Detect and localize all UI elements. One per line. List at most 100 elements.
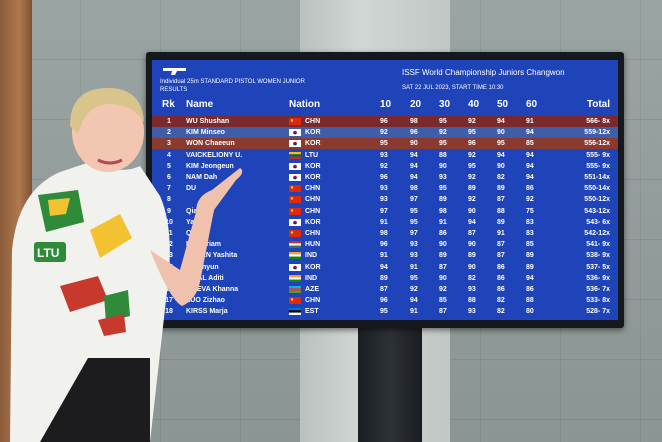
cell-s2: 95 [410, 274, 418, 282]
cell-s6: 89 [526, 263, 534, 271]
championship-title: ISSF World Championship Juniors Changwon [402, 68, 565, 77]
flag-ind-icon [289, 274, 301, 282]
cell-s3: 86 [439, 230, 447, 237]
cell-s4: 92 [468, 174, 476, 181]
cell-rank: 7 [167, 185, 171, 193]
cell-s1: 93 [380, 151, 388, 159]
cell-s3: 91 [439, 218, 447, 226]
cell-rank: 17 [165, 297, 173, 305]
flag-chn-icon [289, 297, 301, 305]
cell-total: 566- 8x [586, 118, 610, 125]
table-row: 3 WON Chaeeun KOR 95 90 95 96 95 85 556-12x [152, 138, 618, 150]
flag-chn-icon [289, 185, 301, 193]
cell-s3: 98 [439, 207, 447, 215]
cell-total: 537- 5x [586, 263, 610, 271]
cell-nation: KOR [305, 129, 321, 137]
flag-chn-icon [289, 196, 301, 204]
cell-s5: 94 [497, 151, 505, 159]
date-line: SAT 22 JUL 2023, START TIME 10:30 [402, 85, 504, 91]
cell-nation: AZE [305, 286, 319, 293]
cell-s2: 95 [410, 218, 418, 226]
cell-s3: 87 [439, 263, 447, 271]
cell-s1: 87 [380, 286, 388, 293]
header-name: Name [186, 99, 214, 110]
cell-rank: 8 [167, 196, 171, 204]
table-row: 5 KIM Jeongeun KOR 92 94 90 95 90 94 555- 9x [152, 161, 618, 172]
cell-s6: 89 [526, 252, 534, 260]
header-s5: 50 [497, 99, 509, 110]
cell-s6: 75 [526, 207, 534, 215]
flag-kor-icon [289, 162, 301, 170]
cell-s3: 93 [439, 174, 447, 181]
cell-s5: 90 [497, 162, 505, 170]
cell-s5: 87 [497, 241, 505, 249]
cell-s3: 92 [439, 286, 447, 293]
cell-name: KIM Minseo [186, 129, 225, 137]
cell-s2: 91 [410, 263, 418, 271]
cell-s1: 97 [380, 207, 388, 215]
cell-total: 536- 7x [586, 286, 610, 293]
header-s4: 40 [468, 99, 480, 110]
cell-s4: 87 [468, 230, 476, 237]
table-row: 17 LUO Zizhao CHN 96 94 85 88 82 88 533- 8x [152, 295, 618, 306]
cell-s2: 95 [410, 207, 418, 215]
cell-s1: 95 [380, 140, 388, 148]
results-screen: Individual 25m STANDARD PISTOL WOMEN JUN… [152, 60, 618, 320]
cell-s5: 91 [497, 230, 505, 237]
cell-rank: 3 [167, 140, 171, 148]
table-row: 8 CHN 93 97 89 92 87 92 550-12x [152, 194, 618, 205]
header-total: Total [586, 99, 610, 110]
cell-s2: 92 [410, 286, 418, 293]
table-row: 7 DU CHN 93 98 95 89 89 86 550-14x [152, 183, 618, 194]
header-s6: 60 [526, 99, 538, 110]
cell-nation: IND [305, 252, 318, 260]
cell-s1: 92 [380, 162, 388, 170]
cell-s4: 82 [468, 274, 476, 282]
cell-total: 541- 9x [586, 241, 610, 249]
cell-s3: 89 [439, 196, 447, 204]
cell-s1: 93 [380, 196, 388, 204]
cell-nation: KOR [305, 140, 321, 148]
cell-s6: 83 [526, 230, 534, 237]
header-nation: Nation [289, 99, 321, 110]
cell-s5: 87 [497, 196, 505, 204]
cell-name: DU [186, 185, 197, 193]
cell-rank: 6 [167, 174, 171, 181]
cell-s4: 96 [468, 140, 476, 148]
cell-s5: 95 [497, 140, 505, 148]
cell-s6: 94 [526, 151, 534, 159]
flag-chn-icon [289, 207, 301, 215]
cell-s2: 96 [410, 129, 418, 137]
cell-s1: 89 [380, 274, 388, 282]
cell-total: 550-12x [584, 196, 610, 204]
flag-chn-icon [289, 118, 301, 125]
cell-nation: KOR [305, 174, 321, 181]
cell-s6: 92 [526, 196, 534, 204]
cell-nation: CHN [305, 207, 321, 215]
cell-s6: 94 [526, 174, 534, 181]
cell-s4: 89 [468, 252, 476, 260]
cell-s6: 94 [526, 162, 534, 170]
cell-s6: 86 [526, 185, 534, 193]
cell-s4: 88 [468, 297, 476, 305]
cell-nation: CHN [305, 185, 321, 193]
header-s2: 20 [410, 99, 422, 110]
cell-s4: 92 [468, 196, 476, 204]
cell-total: 536- 9x [586, 274, 610, 282]
cell-s5: 89 [497, 185, 505, 193]
cell-s6: 85 [526, 241, 534, 249]
flag-kor-icon [289, 218, 301, 226]
tv-stand [358, 326, 422, 442]
cell-s4: 93 [468, 308, 476, 316]
cell-s2: 91 [410, 308, 418, 316]
cell-total: 556-12x [584, 140, 610, 148]
header-s1: 10 [380, 99, 392, 110]
cell-s6: 94 [526, 129, 534, 137]
cell-s1: 96 [380, 118, 388, 125]
cell-name: NAM Dah [186, 174, 218, 181]
cell-s4: 90 [468, 241, 476, 249]
cell-s2: 90 [410, 140, 418, 148]
cell-s2: 93 [410, 241, 418, 249]
